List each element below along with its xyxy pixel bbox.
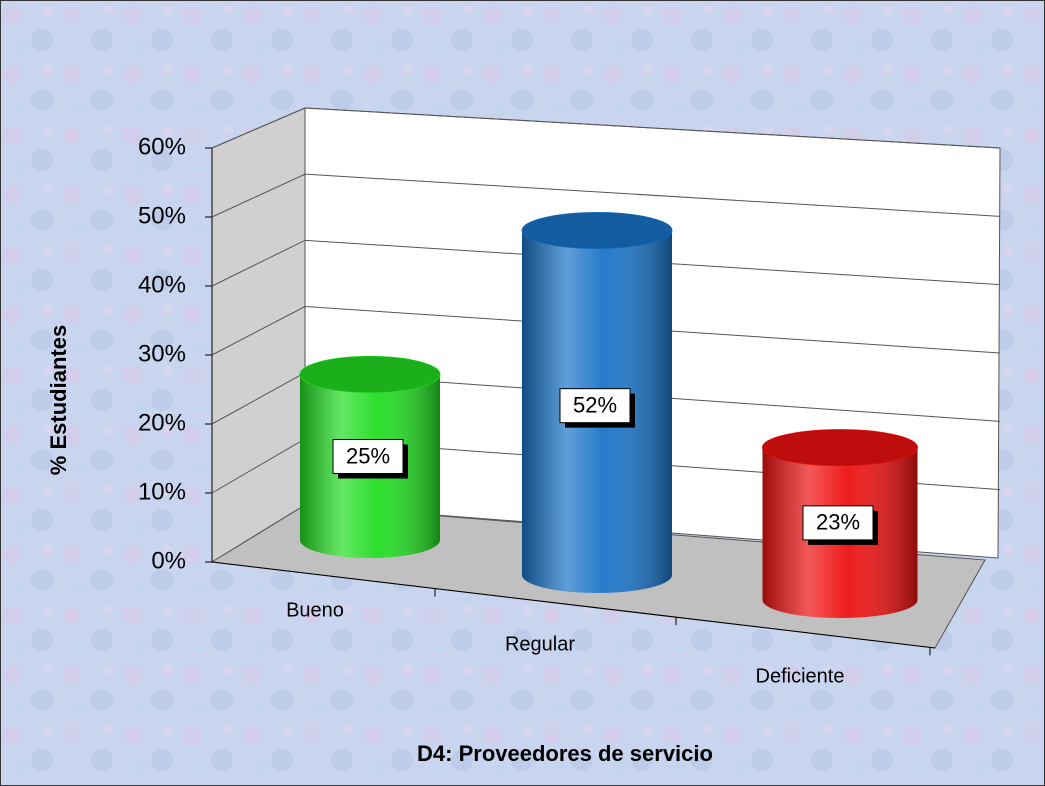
value-label: 25% <box>346 443 390 468</box>
y-tick-label: 30% <box>138 340 186 367</box>
cylinder-top <box>521 212 673 250</box>
grid-line <box>211 239 1001 287</box>
y-axis-title: % Estudiantes <box>46 325 71 475</box>
x-axis-title: D4: Proveedores de servicio <box>417 741 713 766</box>
x-tick-label: Deficiente <box>756 665 845 687</box>
grid-line <box>211 305 1001 356</box>
label-box <box>559 388 631 424</box>
cylinder-top <box>299 355 441 393</box>
y-tick-label: 60% <box>138 133 186 160</box>
value-label: 23% <box>816 510 860 535</box>
y-tick-label: 0% <box>151 547 186 574</box>
y-tick-label: 10% <box>138 478 186 505</box>
grid-line <box>211 107 1001 149</box>
label-box <box>802 505 874 541</box>
grid-line <box>211 173 1001 218</box>
y-tick-label: 20% <box>138 409 186 436</box>
x-axis <box>211 561 936 649</box>
label-box <box>332 439 404 475</box>
y-tick-label: 50% <box>138 202 186 229</box>
cylinder-top-shade <box>300 356 440 393</box>
left-wall <box>211 107 306 563</box>
value-label: 52% <box>573 392 617 417</box>
cylinder-top-shade <box>762 429 918 466</box>
y-tick-label: 40% <box>138 271 186 298</box>
x-tick-label: Bueno <box>286 599 344 621</box>
x-tick-label: Regular <box>505 633 575 655</box>
cylinder-top <box>762 429 918 467</box>
cylinder-top-shade <box>522 212 672 249</box>
